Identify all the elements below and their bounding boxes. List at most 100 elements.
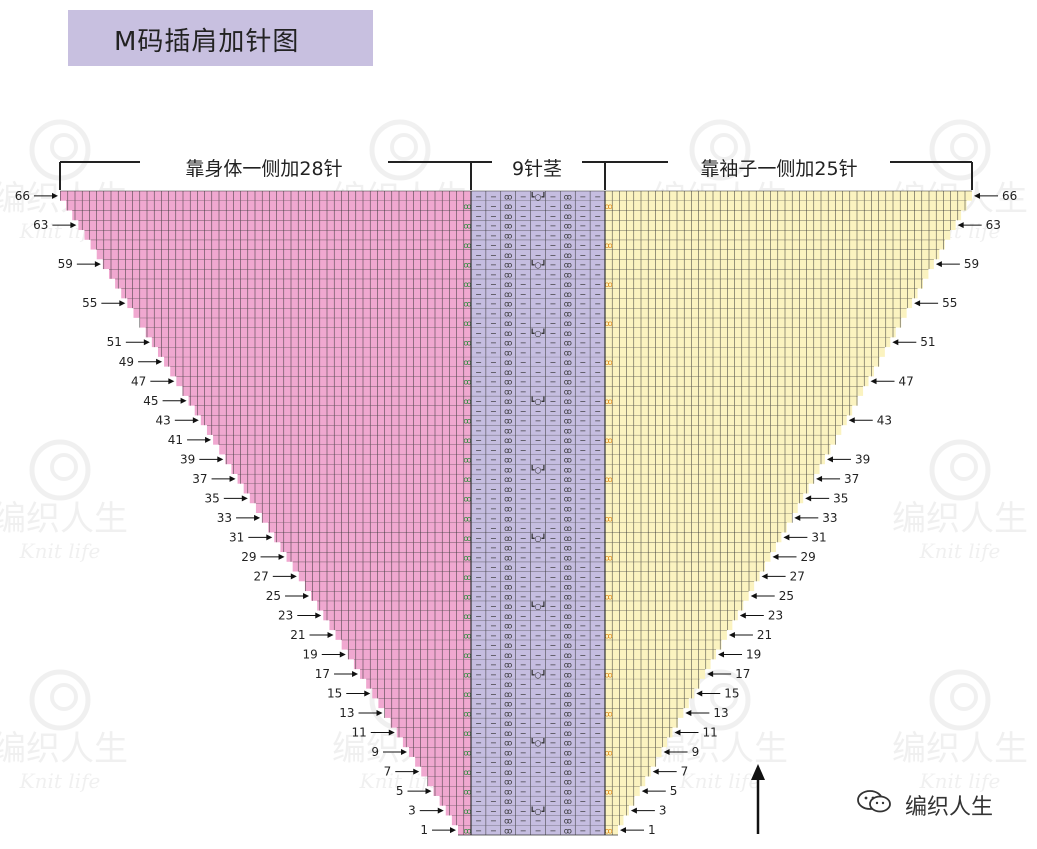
svg-text:−: − [579, 270, 586, 279]
svg-text:−: − [579, 622, 586, 631]
svg-text:ꝏ: ꝏ [504, 261, 512, 270]
svg-text:ꝏ: ꝏ [504, 553, 512, 562]
increase-marker-right: ꝏ [605, 358, 613, 367]
svg-text:−: − [490, 739, 497, 748]
svg-text:−: − [535, 651, 542, 660]
svg-text:ꝏ: ꝏ [504, 631, 512, 640]
sleeve-side-label: 靠袖子一侧加25针 [700, 158, 857, 180]
svg-text:−: − [520, 709, 527, 718]
row-label-right: 1 [620, 823, 656, 837]
increase-marker-right: ꝏ [605, 202, 613, 211]
svg-text:−: − [475, 348, 482, 357]
svg-text:−: − [520, 524, 527, 533]
svg-text:−: − [535, 475, 542, 484]
svg-text:ꝏ: ꝏ [564, 524, 572, 533]
svg-text:−: − [594, 797, 601, 806]
svg-text:−: − [535, 280, 542, 289]
svg-text:ꝏ: ꝏ [504, 748, 512, 757]
svg-text:−: − [594, 602, 601, 611]
svg-text:−: − [579, 602, 586, 611]
svg-text:ꝏ: ꝏ [504, 290, 512, 299]
svg-text:−: − [550, 661, 557, 670]
svg-text:−: − [475, 417, 482, 426]
svg-text:ꝏ: ꝏ [564, 631, 572, 640]
svg-text:−: − [490, 602, 497, 611]
svg-text:ꝏ: ꝏ [504, 719, 512, 728]
svg-text:−: − [520, 368, 527, 377]
svg-text:ꝏ: ꝏ [504, 602, 512, 611]
svg-text:−: − [475, 524, 482, 533]
svg-text:ꝏ: ꝏ [504, 729, 512, 738]
svg-text:−: − [550, 544, 557, 553]
svg-text:−: − [490, 339, 497, 348]
svg-text:−: − [520, 456, 527, 465]
svg-text:ꝏ: ꝏ [564, 485, 572, 494]
svg-text:−: − [594, 280, 601, 289]
svg-text:ꝏ: ꝏ [564, 641, 572, 650]
svg-text:−: − [475, 827, 482, 836]
svg-text:ꝏ: ꝏ [504, 563, 512, 572]
watermark-subtext: Knit life [19, 769, 101, 793]
svg-text:−: − [475, 729, 482, 738]
body-side-label: 靠身体一侧加28针 [185, 158, 342, 180]
svg-text:ꝏ: ꝏ [564, 748, 572, 757]
row-label-right: 35 [805, 491, 848, 505]
svg-text:−: − [550, 280, 557, 289]
svg-text:−: − [535, 827, 542, 836]
svg-text:┗○┛: ┗○┛ [530, 738, 547, 748]
svg-text:−: − [550, 407, 557, 416]
svg-text:−: − [550, 446, 557, 455]
svg-text:−: − [579, 485, 586, 494]
svg-text:−: − [579, 709, 586, 718]
row-label-right: 19 [718, 647, 761, 661]
svg-text:ꝏ: ꝏ [564, 280, 572, 289]
increase-marker-right: ꝏ [605, 748, 613, 757]
row-label-left: 11 [351, 726, 395, 740]
svg-text:−: − [475, 553, 482, 562]
svg-text:ꝏ: ꝏ [504, 475, 512, 484]
svg-text:−: − [520, 700, 527, 709]
svg-text:−: − [550, 329, 557, 338]
svg-text:−: − [550, 495, 557, 504]
svg-text:ꝏ: ꝏ [564, 446, 572, 455]
row-label-right: 27 [761, 569, 805, 583]
increase-marker-right: ꝏ [605, 475, 613, 484]
svg-text:−: − [490, 748, 497, 757]
increase-marker-right: ꝏ [605, 241, 613, 250]
svg-text:ꝏ: ꝏ [564, 505, 572, 514]
svg-text:ꝏ: ꝏ [564, 827, 572, 836]
svg-text:−: − [579, 719, 586, 728]
svg-text:−: − [490, 319, 497, 328]
svg-text:−: − [490, 446, 497, 455]
svg-text:ꝏ: ꝏ [564, 758, 572, 767]
svg-text:−: − [550, 719, 557, 728]
svg-text:ꝏ: ꝏ [564, 563, 572, 572]
svg-text:−: − [579, 661, 586, 670]
svg-text:−: − [550, 563, 557, 572]
svg-text:−: − [490, 514, 497, 523]
svg-text:−: − [520, 573, 527, 582]
svg-text:−: − [550, 787, 557, 796]
svg-text:−: − [594, 329, 601, 338]
svg-text:−: − [550, 319, 557, 328]
svg-text:ꝏ: ꝏ [504, 465, 512, 474]
svg-text:−: − [490, 592, 497, 601]
svg-text:−: − [520, 505, 527, 514]
svg-text:−: − [535, 544, 542, 553]
svg-text:−: − [535, 797, 542, 806]
increase-marker-right: ꝏ [605, 787, 613, 796]
svg-text:−: − [475, 475, 482, 484]
row-label-right: 33 [794, 511, 838, 525]
svg-text:−: − [594, 739, 601, 748]
svg-text:−: − [550, 514, 557, 523]
svg-text:ꝏ: ꝏ [504, 797, 512, 806]
svg-text:−: − [490, 261, 497, 270]
svg-text:−: − [594, 417, 601, 426]
svg-text:−: − [490, 778, 497, 787]
row-label-left: 51 [107, 335, 150, 349]
row-label-left: 19 [303, 647, 346, 661]
svg-text:−: − [594, 339, 601, 348]
svg-text:ꝏ: ꝏ [564, 807, 572, 816]
